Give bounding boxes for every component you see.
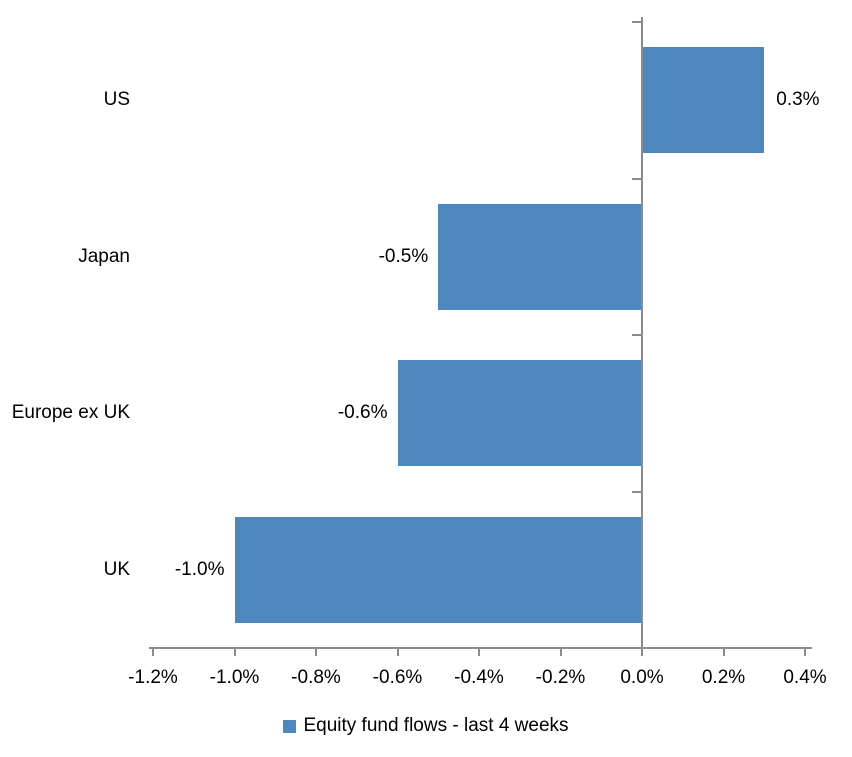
x-axis-tick-label: 0.0% [620,667,664,688]
bar-us [642,47,765,154]
y-axis-line [641,17,643,656]
x-axis-tick-label: -0.6% [372,667,423,688]
legend-label: Equity fund flows - last 4 weeks [303,715,569,736]
value-label-europe-ex-uk: -0.6% [337,402,388,424]
category-label-europe-ex-uk: Europe ex UK [11,402,130,424]
x-axis-tick-label: -1.0% [209,667,260,688]
x-axis-tick-label: -0.4% [454,667,504,688]
bar-uk [234,516,642,623]
x-axis-tick-label: -1.2% [128,667,178,688]
value-label-japan: -0.5% [378,245,429,267]
legend: Equity fund flows - last 4 weeks [0,712,852,740]
x-axis-tick-label: 0.2% [701,667,746,688]
x-axis-tick-label: 0.4% [783,667,827,688]
legend-swatch-icon [283,719,297,733]
y-axis-tick [632,177,642,180]
x-axis-tick [396,649,399,656]
x-axis-tick [478,649,480,656]
bar-europe-ex-uk [397,360,642,467]
y-axis-tick [632,334,642,336]
x-axis-tick [152,649,154,656]
category-label-us: US [103,89,130,111]
y-axis-tick [632,490,642,493]
x-axis-tick [315,649,317,656]
x-axis-tick [641,649,643,656]
x-axis-tick [559,649,562,656]
x-axis-tick [722,649,725,656]
x-axis-tick-label: -0.8% [291,667,341,688]
y-axis-tick [632,21,642,23]
x-axis-tick-label: -0.2% [535,667,586,688]
x-axis-tick [804,649,806,656]
x-axis-line [149,647,812,649]
x-axis-tick [233,649,236,656]
bar-japan [438,203,642,310]
value-label-uk: -1.0% [174,558,225,580]
category-label-japan: Japan [78,245,130,267]
value-label-us: 0.3% [776,89,820,111]
category-label-uk: UK [103,558,130,580]
